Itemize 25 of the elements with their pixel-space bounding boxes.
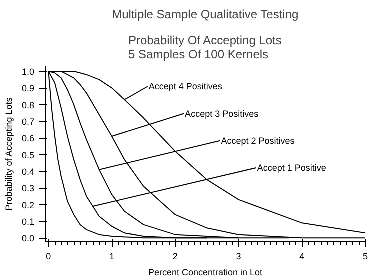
- x-axis-title: Percent Concentration in Lot: [148, 268, 264, 278]
- annotation: Accept 4 Positives: [148, 82, 223, 92]
- x-tick-label: 4: [300, 252, 305, 262]
- annotation: Accept 1 Positive: [257, 163, 326, 173]
- y-tick-label: 0.7: [22, 117, 35, 127]
- x-tick-label: 2: [172, 252, 178, 262]
- y-tick-label: 0.8: [22, 100, 35, 110]
- y-tick-label: 0.6: [22, 134, 35, 144]
- x-tick-label: 3: [236, 252, 242, 262]
- x-tick-label: 5: [362, 252, 368, 262]
- y-tick-label: 0.4: [22, 167, 35, 177]
- chart-title: Multiple Sample Qualitative Testing: [112, 8, 299, 22]
- y-tick-label: 0.2: [22, 200, 35, 210]
- y-tick-label: 0.0: [22, 234, 35, 244]
- x-tick-label: 1: [110, 252, 115, 262]
- y-tick-label: 0.3: [22, 184, 35, 194]
- y-tick-label: 1.0: [22, 67, 35, 77]
- annotation: Accept 2 Positives: [221, 136, 296, 146]
- x-tick-label: 0: [46, 252, 52, 262]
- y-axis-title: Probability of Accepting Lots: [4, 97, 14, 211]
- annotation: Accept 3 Positives: [185, 108, 260, 119]
- chart-subtitle: Probability Of Accepting Lots 5 Samples Of 100 Kernels: [128, 34, 282, 62]
- y-tick-label: 0.9: [22, 84, 35, 94]
- y-tick-label: 0.5: [22, 150, 35, 160]
- y-tick-label: 0.1: [22, 217, 35, 227]
